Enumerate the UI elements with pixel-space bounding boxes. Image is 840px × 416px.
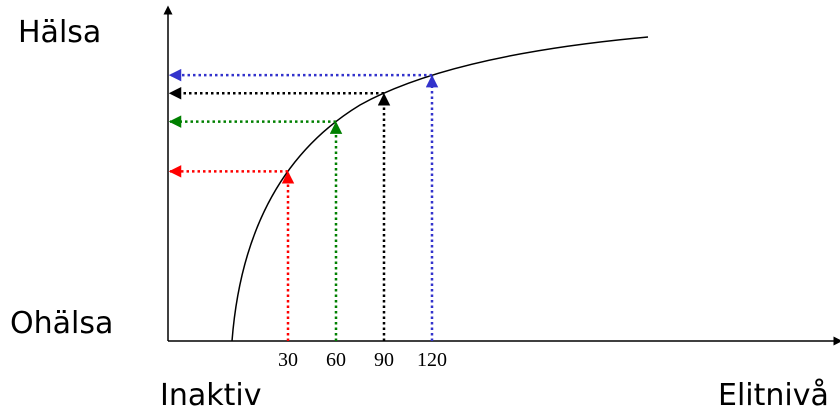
x-axis-left-label: Inaktiv (160, 378, 262, 413)
marker-layer: 30 60 90 120 (168, 68, 447, 371)
marker-120-tick-label: 120 (417, 349, 447, 371)
x-axis-right-label: Elitnivå (718, 378, 829, 413)
marker-30-tick-label: 30 (278, 349, 298, 371)
y-axis-top-label: Hälsa (18, 15, 102, 50)
marker-60-tick-label: 60 (326, 349, 346, 371)
health-curve (231, 36, 649, 342)
y-axis-bottom-label: Ohälsa (10, 306, 114, 341)
marker-90-tick-label: 90 (374, 349, 394, 371)
